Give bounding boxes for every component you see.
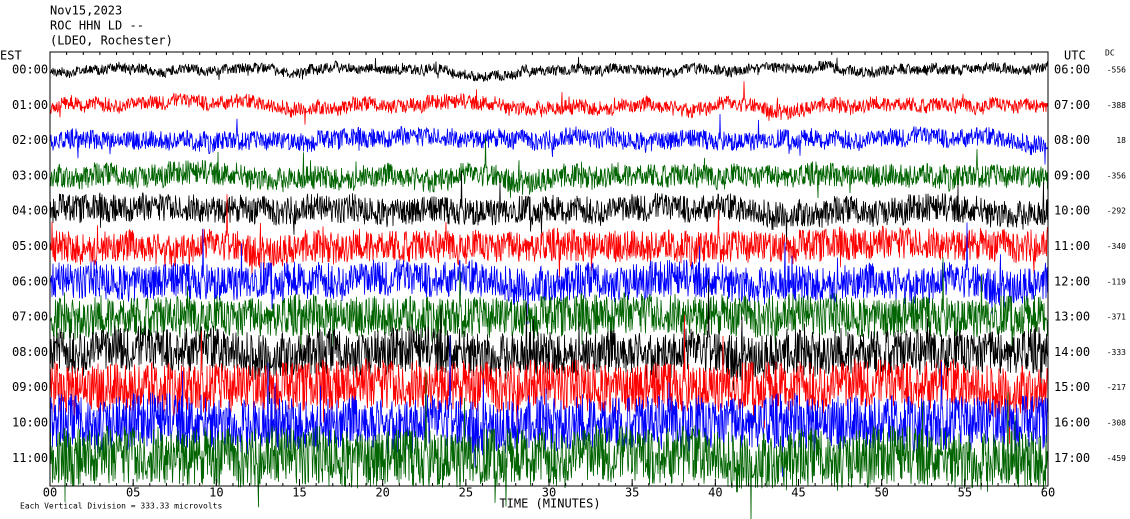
est-label: 11:00 — [12, 451, 48, 465]
est-label: 10:00 — [12, 416, 48, 430]
dc-value: -371 — [1107, 313, 1126, 322]
trace — [49, 137, 1049, 199]
x-tick-label: 25 — [459, 486, 473, 500]
dc-value: -340 — [1107, 242, 1126, 251]
right-axis-title: UTC — [1064, 49, 1086, 63]
est-label: 09:00 — [12, 380, 48, 394]
dc-value: -217 — [1107, 383, 1126, 392]
dc-value: -119 — [1107, 277, 1126, 286]
utc-label: 15:00 — [1054, 380, 1090, 394]
utc-label: 17:00 — [1054, 451, 1090, 465]
footer: Each Vertical Division = 333.33 microvol… — [20, 502, 222, 511]
trace — [49, 314, 1049, 444]
x-tick-label: 00 — [43, 486, 57, 500]
trace — [49, 81, 1049, 125]
utc-label: 07:00 — [1054, 98, 1090, 112]
utc-label: 16:00 — [1054, 416, 1090, 430]
trace — [49, 371, 1049, 519]
dc-title: DC — [1105, 49, 1115, 58]
dc-value: -459 — [1107, 454, 1126, 463]
institution: (LDEO, Rochester) — [50, 34, 173, 48]
x-tick-label: 35 — [625, 486, 639, 500]
est-label: 08:00 — [12, 345, 48, 359]
dc-value: -333 — [1107, 348, 1126, 357]
x-tick-label: 30 — [542, 486, 556, 500]
dc-value: 18 — [1116, 136, 1126, 145]
title: Nov15,2023 — [50, 4, 122, 18]
utc-label: 06:00 — [1054, 63, 1090, 77]
x-tick-label: 50 — [874, 486, 888, 500]
x-tick-label: 20 — [375, 486, 389, 500]
x-tick-label: 45 — [791, 486, 805, 500]
trace — [49, 194, 1049, 278]
x-axis-label: TIME (MINUTES) — [499, 497, 600, 511]
x-tick-label: 05 — [126, 486, 140, 500]
est-label: 05:00 — [12, 239, 48, 253]
x-tick-label: 40 — [708, 486, 722, 500]
dc-value: -556 — [1107, 66, 1126, 75]
trace — [49, 113, 1049, 165]
est-label: 02:00 — [12, 133, 48, 147]
dc-value: -308 — [1107, 419, 1126, 428]
utc-label: 08:00 — [1054, 133, 1090, 147]
x-tick-label: 10 — [209, 486, 223, 500]
trace — [49, 335, 1049, 477]
est-label: 04:00 — [12, 204, 48, 218]
est-label: 07:00 — [12, 310, 48, 324]
est-label: 01:00 — [12, 98, 48, 112]
utc-label: 09:00 — [1054, 168, 1090, 182]
utc-label: 14:00 — [1054, 345, 1090, 359]
subtitle: ROC HHN LD -- — [50, 19, 144, 33]
left-axis-title: EST — [0, 49, 22, 63]
utc-label: 10:00 — [1054, 204, 1090, 218]
dc-value: -388 — [1107, 101, 1126, 110]
est-label: 06:00 — [12, 274, 48, 288]
utc-label: 13:00 — [1054, 310, 1090, 324]
utc-label: 11:00 — [1054, 239, 1090, 253]
est-label: 03:00 — [12, 168, 48, 182]
trace — [49, 257, 1049, 358]
trace — [49, 222, 1049, 325]
traces — [49, 56, 1049, 519]
utc-label: 12:00 — [1054, 274, 1090, 288]
x-tick-label: 60 — [1041, 486, 1055, 500]
trace — [49, 171, 1049, 245]
x-tick-label: 55 — [958, 486, 972, 500]
dc-value: -292 — [1107, 207, 1126, 216]
dc-value: -356 — [1107, 171, 1126, 180]
est-label: 00:00 — [12, 63, 48, 77]
x-tick-label: 15 — [292, 486, 306, 500]
trace — [49, 56, 1049, 82]
